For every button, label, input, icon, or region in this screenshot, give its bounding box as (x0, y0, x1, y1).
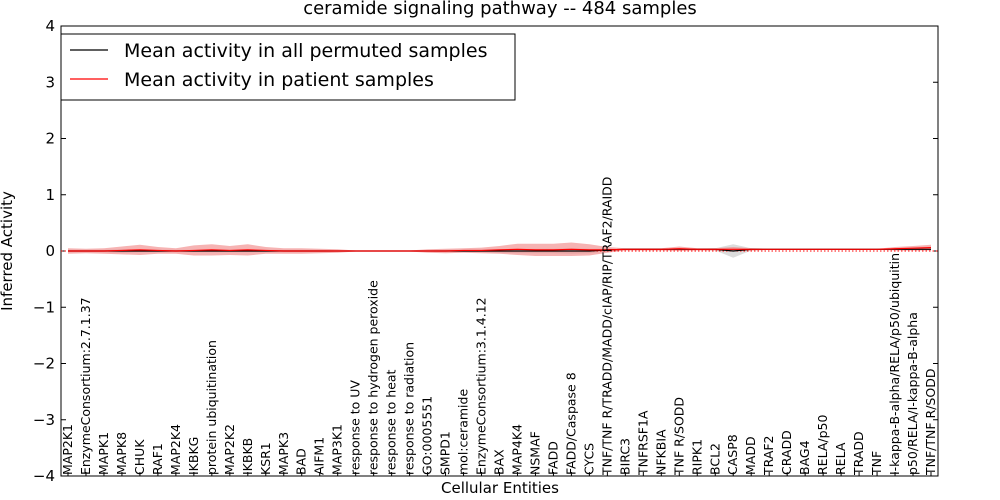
x-tick-label: MAP4K4 (509, 424, 524, 475)
y-tick-label: 1 (45, 186, 55, 204)
x-tick-label: MAP3K1 (330, 424, 345, 475)
x-tick-label: GO:0005551 (420, 396, 435, 475)
x-axis-label: Cellular Entities (441, 479, 559, 497)
y-axis-label: Inferred Activity (0, 191, 16, 311)
x-tick-label: I-kappa-B-alpha/RELA/p50/ubiquitin (887, 253, 902, 475)
x-tick-label: TRADD (851, 431, 866, 476)
x-tick-label: BAG4 (797, 440, 812, 475)
x-tick-label: EnzymeConsortium:2.7.1.37 (78, 297, 93, 475)
x-tick-label: RELA (833, 442, 848, 475)
x-tick-label: FADD (545, 441, 560, 475)
legend-frame (60, 33, 516, 101)
x-tick-label: CRADD (779, 430, 794, 475)
x-tick-label: RAF1 (150, 443, 165, 475)
x-tick-label: MAP2K4 (168, 424, 183, 475)
x-tick-label: response to hydrogen peroxide (366, 280, 381, 475)
x-tick-label: MAPK3 (276, 432, 291, 475)
x-tick-label: IKBKB (240, 438, 255, 475)
x-tick-label: RELA/p50 (815, 415, 830, 475)
x-tick-label: MAP2K1 (60, 424, 75, 475)
x-tick-label: MAP2K2 (222, 424, 237, 475)
legend-label-permuted: Mean activity in all permuted samples (124, 40, 487, 62)
x-tick-label: response to heat (384, 369, 399, 475)
series-lines (68, 247, 932, 252)
x-tick-label: KSR1 (258, 442, 273, 475)
chart-title: ceramide signaling pathway -- 484 sample… (303, 0, 697, 19)
x-axis: MAP2K1 EnzymeConsortium:2.7.1.37 MAPK1 MAPK… (60, 177, 938, 476)
x-tick-label: RIPK1 (689, 439, 704, 475)
x-tick-label: MAPK1 (96, 432, 111, 475)
y-tick-label: 0 (45, 242, 55, 260)
x-tick-label: NSMAF (527, 431, 542, 475)
y-tick-label: −2 (33, 355, 55, 373)
y-tick-label: −1 (33, 298, 55, 316)
y-tick-label: −3 (33, 411, 55, 429)
x-tick-label: TNF/TNF R/SODD (923, 369, 938, 476)
x-tick-label: p50/RELA/I-kappa-B-alpha (905, 312, 920, 475)
x-tick-label: NFKBIA (653, 429, 668, 475)
legend: Mean activity in all permuted samples Me… (60, 33, 516, 101)
x-tick-label: BIRC3 (617, 438, 632, 475)
x-tick-label: TNF (869, 451, 884, 476)
x-tick-label: BCL2 (707, 443, 722, 475)
x-tick-label: FADD/Caspase 8 (563, 372, 578, 475)
x-tick-label: response to UV (348, 380, 363, 475)
y-tick-label: 2 (45, 130, 55, 148)
x-tick-label: TNF/TNF R/TRADD/MADD/cIAP/RIP/TRAF2/RAID… (599, 177, 614, 476)
x-tick-label: protein ubiquitination (204, 340, 219, 475)
x-tick-label: mol:ceramide (456, 389, 471, 475)
x-tick-label: response to radiation (402, 342, 417, 475)
y-tick-label: 4 (45, 17, 55, 35)
x-tick-label: TRAF2 (761, 435, 776, 476)
x-tick-label: TNF R/SODD (671, 397, 686, 476)
x-tick-label: BAX (492, 449, 507, 475)
x-tick-label: EnzymeConsortium:3.1.4.12 (474, 297, 489, 475)
x-tick-label: MAPK8 (114, 432, 129, 475)
x-tick-label: AIFM1 (312, 437, 327, 475)
x-tick-label: IKBKG (186, 437, 201, 475)
x-tick-label: TNFRSF1A (635, 410, 650, 476)
x-tick-label: MADD (743, 436, 758, 475)
x-tick-label: BAD (294, 448, 309, 475)
y-tick-label: −4 (33, 467, 55, 485)
x-tick-label: SMPD1 (438, 431, 453, 475)
series-line-patient (68, 247, 932, 252)
x-tick-label: CASP8 (725, 434, 740, 475)
legend-label-patient: Mean activity in patient samples (124, 69, 434, 91)
x-tick-label: CYCS (581, 443, 596, 475)
y-tick-label: 3 (45, 73, 55, 91)
x-tick-label: CHUK (132, 439, 147, 475)
